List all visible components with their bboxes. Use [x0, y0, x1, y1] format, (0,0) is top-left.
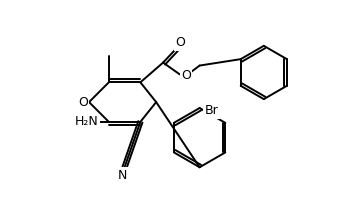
Text: O: O — [175, 36, 185, 49]
Text: Br: Br — [205, 104, 218, 118]
Text: H₂N: H₂N — [75, 115, 99, 128]
Text: O: O — [78, 95, 88, 109]
Text: N: N — [118, 169, 127, 182]
Text: O: O — [181, 69, 191, 82]
